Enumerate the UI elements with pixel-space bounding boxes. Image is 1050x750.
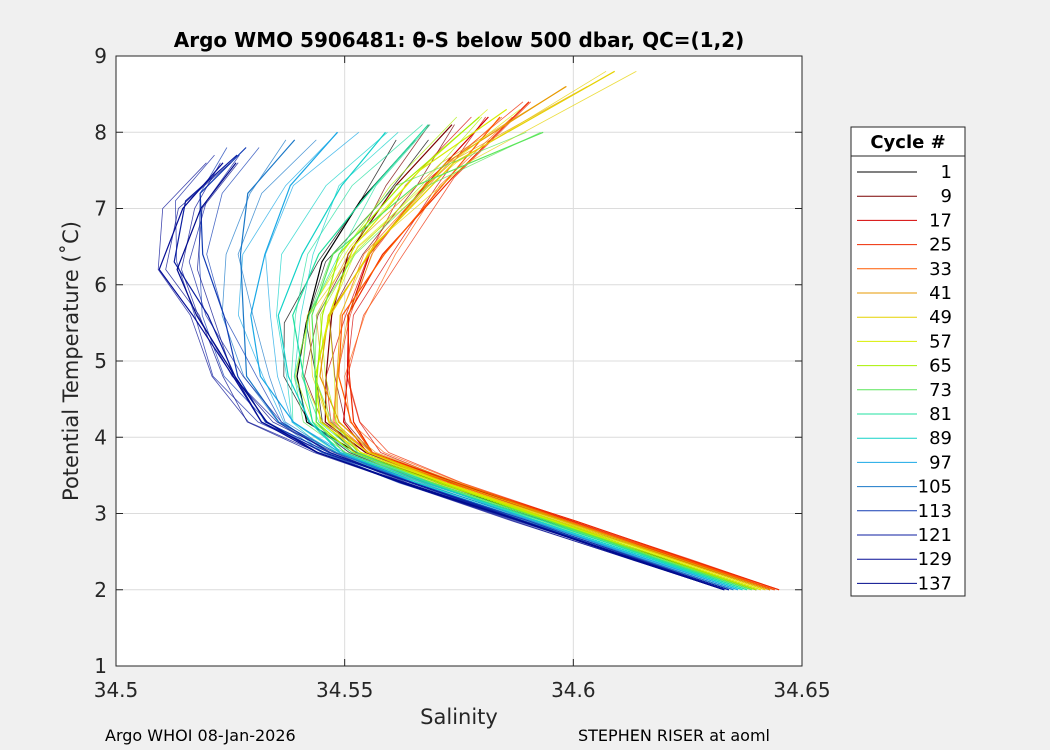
y-tick-label: 1 (94, 654, 107, 678)
x-axis-label: Salinity (420, 705, 498, 729)
legend-label-1: 1 (941, 162, 952, 183)
series-line-cycle-73 (311, 131, 752, 591)
legend-label-65: 65 (929, 356, 952, 377)
legend-label-129: 129 (918, 549, 952, 570)
legend-label-73: 73 (929, 380, 952, 401)
x-tick-label: 34.55 (316, 678, 373, 702)
legend: Cycle # 1 9 17 25 33 41 49 57 65 73 81 89 97 105 113 12… (850, 126, 966, 597)
footer-left: Argo WHOI 08-Jan-2026 (105, 726, 296, 745)
x-tick-label: 34.65 (773, 678, 830, 702)
series-line-cycle-121 (188, 154, 729, 591)
x-tick-label: 34.6 (551, 678, 596, 702)
y-axis-label: Potential Temperature (˚C) (59, 221, 83, 501)
series-layer (157, 70, 780, 591)
series-line-cycle-89 (293, 132, 743, 591)
y-tick-label: 7 (94, 197, 107, 221)
y-tick-label: 8 (94, 120, 107, 144)
legend-entries: 1 9 17 25 33 41 49 57 65 73 81 89 97 105 113 121 129 137 (857, 162, 952, 594)
y-tick-label: 5 (94, 349, 107, 373)
y-tick-label: 3 (94, 502, 107, 526)
ticks (115, 55, 803, 667)
footer-right: STEPHEN RISER at aoml (578, 726, 770, 745)
y-tick-label: 9 (94, 44, 107, 68)
legend-label-9: 9 (941, 186, 952, 207)
chart-title: Argo WMO 5906481: θ-S below 500 dbar, QC… (174, 28, 744, 52)
legend-label-97: 97 (929, 452, 952, 473)
legend-label-41: 41 (929, 283, 952, 304)
x-tick-label: 34.5 (94, 678, 139, 702)
legend-label-89: 89 (929, 428, 952, 449)
legend-label-25: 25 (929, 235, 952, 256)
grid (115, 55, 803, 667)
legend-label-113: 113 (918, 501, 952, 522)
series-line-cycle-73 (314, 131, 752, 591)
series-line-cycle-137 (165, 162, 725, 591)
y-tick-label: 2 (94, 578, 107, 602)
series-line-cycle-81 (301, 124, 748, 591)
series-line-cycle-105 (239, 139, 734, 591)
legend-label-105: 105 (918, 477, 952, 498)
legend-label-17: 17 (929, 210, 952, 231)
series-line-cycle-65 (319, 116, 757, 591)
y-tick-label: 6 (94, 273, 107, 297)
legend-title: Cycle # (870, 132, 945, 153)
series-line-cycle-17 (346, 116, 775, 591)
series-line-cycle-97 (265, 131, 739, 591)
series-line-cycle-137 (196, 162, 725, 591)
legend-label-33: 33 (929, 259, 952, 280)
legend-box (850, 126, 966, 597)
legend-label-49: 49 (929, 307, 952, 328)
series-line-cycle-33 (344, 116, 775, 591)
series-line-cycle-25 (347, 101, 780, 591)
y-tick-label: 4 (94, 425, 107, 449)
legend-label-81: 81 (929, 404, 952, 425)
series-line-cycle-49 (334, 70, 766, 591)
series-line-cycle-57 (314, 108, 761, 591)
tick-labels: 34.5 34.55 34.6 34.65 1 2 3 4 5 6 7 8 9 (94, 44, 831, 702)
legend-label-137: 137 (918, 573, 952, 594)
legend-label-57: 57 (929, 331, 952, 352)
series-line-cycle-49 (314, 70, 766, 591)
legend-label-121: 121 (918, 525, 952, 546)
series-line-cycle-105 (237, 139, 734, 591)
